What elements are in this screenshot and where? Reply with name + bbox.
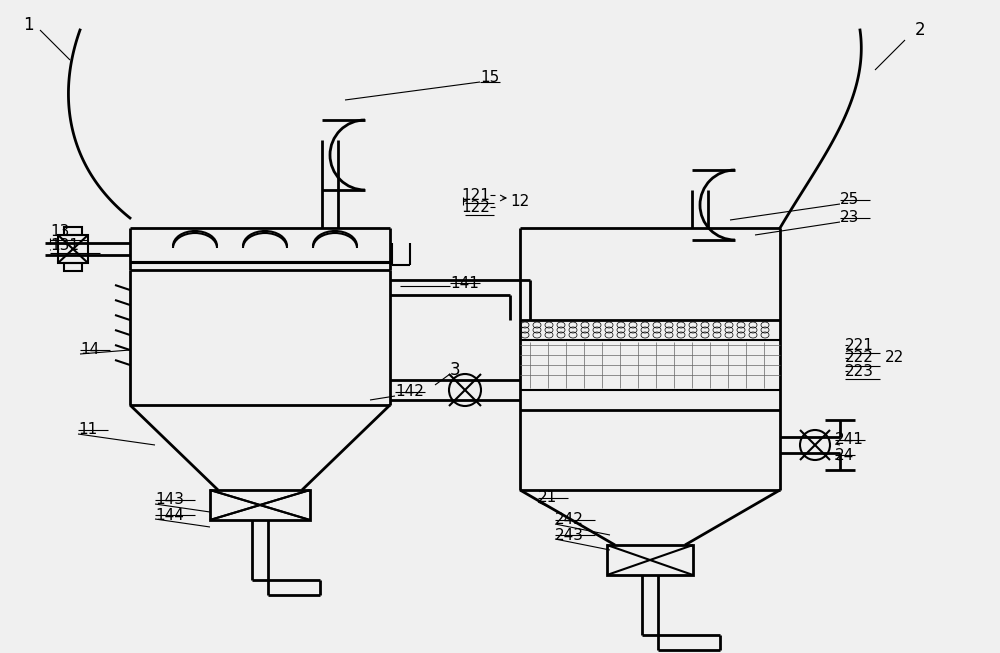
Text: 221: 221 [845,338,874,353]
Text: 122: 122 [461,200,490,214]
Text: 23: 23 [840,210,859,225]
Text: 13: 13 [50,225,69,240]
Bar [210,490,310,520]
Text: 25: 25 [840,193,859,208]
Text: 12: 12 [510,193,529,208]
Text: 2: 2 [915,21,925,39]
Text: 222: 222 [845,351,874,366]
Text: 241: 241 [835,432,864,447]
Text: 24: 24 [835,447,854,462]
Text: 15: 15 [480,71,499,86]
Bar [607,545,693,575]
Text: 243: 243 [555,528,584,543]
Text: 141: 141 [450,276,479,291]
Text: 11: 11 [78,422,97,438]
Text: 144: 144 [155,507,184,522]
Text: 223: 223 [845,364,874,379]
Text: 22: 22 [885,351,904,366]
Text: 143: 143 [155,492,184,507]
Text: 21: 21 [538,490,557,505]
Text: 14: 14 [80,343,99,357]
Text: 1: 1 [23,16,33,34]
Text: 3: 3 [450,361,461,379]
Text: 142: 142 [395,385,424,400]
Text: 131: 131 [50,238,79,253]
Bar [64,227,82,235]
Bar [58,235,88,263]
Text: 242: 242 [555,513,584,528]
Bar [64,263,82,271]
Text: 121: 121 [461,187,490,202]
